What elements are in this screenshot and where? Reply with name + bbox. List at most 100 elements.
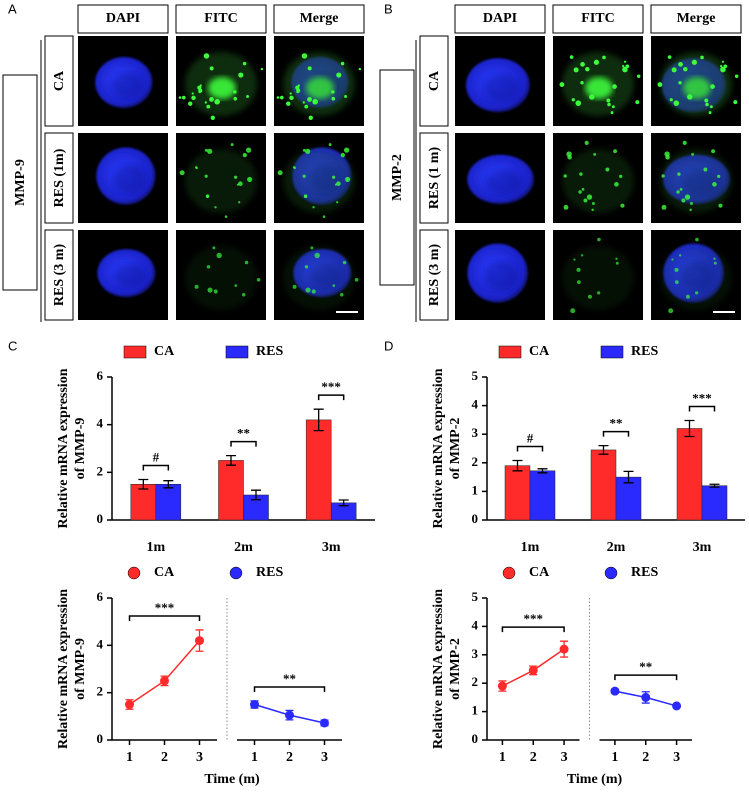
- panel-label: B: [384, 1, 393, 16]
- fitc-dot: [713, 257, 716, 260]
- fitc-dot: [328, 143, 332, 147]
- fitc-dot: [687, 94, 693, 100]
- row-label-box: [419, 132, 449, 224]
- fitc-dot: [302, 174, 306, 178]
- fitc-dot: [305, 148, 311, 154]
- fitc-dot: [204, 148, 208, 152]
- y-tick-label: 4: [472, 397, 479, 412]
- fitc-dot: [580, 62, 585, 67]
- error-bar: [138, 478, 149, 490]
- line: [129, 640, 201, 706]
- point: [528, 665, 538, 675]
- fitc-dot: [241, 292, 246, 297]
- fitc-dot: [354, 277, 359, 282]
- fitc-core: [306, 77, 334, 99]
- fitc-dot: [573, 258, 576, 261]
- fitc-dot: [191, 92, 194, 95]
- bar: [701, 485, 728, 521]
- fitc-dot: [207, 148, 213, 154]
- fitc-dot: [181, 95, 186, 100]
- significance-bracket: [688, 405, 716, 412]
- fitc-dot: [703, 167, 708, 172]
- fitc-dot: [625, 64, 630, 69]
- micrograph: [274, 36, 364, 126]
- error-bar: [537, 468, 548, 474]
- micrograph: [274, 230, 364, 320]
- fitc-dot: [233, 96, 238, 101]
- cytoplasm-signal: [660, 149, 732, 213]
- significance-label: **: [639, 659, 652, 674]
- fitc-dot: [700, 55, 704, 60]
- fitc-dot: [684, 194, 691, 200]
- row-label-box: [44, 229, 74, 321]
- fitc-dot: [661, 174, 665, 178]
- fitc-dot: [671, 258, 674, 261]
- fitc-dot: [605, 167, 610, 172]
- column-header-box: [77, 4, 169, 34]
- y-axis-label: Relative mRNA expression: [56, 589, 71, 749]
- legend-swatch: [498, 345, 522, 359]
- fitc-dot: [580, 81, 584, 85]
- point: [160, 676, 169, 686]
- fitc-dot: [307, 97, 312, 102]
- fitc-dot: [194, 166, 198, 169]
- fitc-dot: [695, 237, 699, 242]
- significance-bracket: [516, 445, 544, 452]
- x-tick-label: 2m: [607, 540, 626, 555]
- legend-label: RES: [256, 565, 283, 580]
- fitc-dot: [708, 111, 712, 115]
- fitc-dot: [712, 182, 717, 187]
- x-tick-label: 3: [673, 750, 680, 765]
- micrograph: [176, 230, 266, 320]
- x-tick-label: 3: [561, 750, 568, 765]
- point: [250, 700, 259, 709]
- y-tick-label: 2: [97, 684, 104, 699]
- point: [641, 692, 651, 702]
- fitc-dot: [206, 104, 211, 109]
- point: [497, 681, 507, 691]
- fitc-dot: [210, 115, 215, 120]
- group-box: [2, 74, 38, 291]
- fitc-dot: [260, 67, 264, 71]
- error-bar: [226, 455, 236, 466]
- fitc-dot: [593, 152, 597, 156]
- y-tick-label: 4: [472, 617, 479, 632]
- significance-bracket: [230, 440, 257, 447]
- fitc-dot: [563, 204, 569, 210]
- fitc-dot: [674, 280, 679, 285]
- fitc-dot: [690, 202, 693, 205]
- micrograph: [553, 133, 643, 223]
- bar: [590, 449, 617, 521]
- fitc-dot: [308, 115, 313, 120]
- fitc-dot: [331, 175, 336, 179]
- error-bar: [338, 499, 349, 507]
- fitc-dot: [691, 152, 695, 156]
- fitc-dot: [342, 260, 347, 265]
- fitc-dot: [197, 85, 202, 90]
- y-axis-label: Relative mRNA expression: [56, 368, 71, 528]
- fitc-dot: [597, 237, 601, 242]
- fitc-dot: [711, 149, 716, 154]
- fitc-dot: [307, 66, 312, 71]
- fitc-dot: [246, 95, 249, 98]
- panel-label: C: [8, 338, 17, 353]
- micrograph: [553, 230, 643, 320]
- error-bar: [313, 408, 324, 432]
- fitc-dot: [705, 102, 709, 107]
- point: [195, 636, 204, 646]
- y-tick-label: 3: [472, 646, 479, 661]
- fitc-dot: [677, 172, 681, 176]
- fitc-dot: [713, 261, 717, 265]
- fitc-dot: [305, 287, 311, 293]
- fitc-dot: [214, 98, 220, 105]
- fitc-dot: [635, 100, 640, 105]
- row-label: RES (3 m): [427, 244, 442, 307]
- cytoplasm-signal: [185, 246, 257, 310]
- fitc-dot: [593, 59, 600, 65]
- significance-label: **: [283, 671, 296, 686]
- x-tick-label: 1: [499, 750, 506, 765]
- fitc-dot: [575, 100, 582, 106]
- fitc-dot: [203, 53, 210, 59]
- bar: [615, 476, 642, 521]
- fitc-dot: [567, 155, 572, 160]
